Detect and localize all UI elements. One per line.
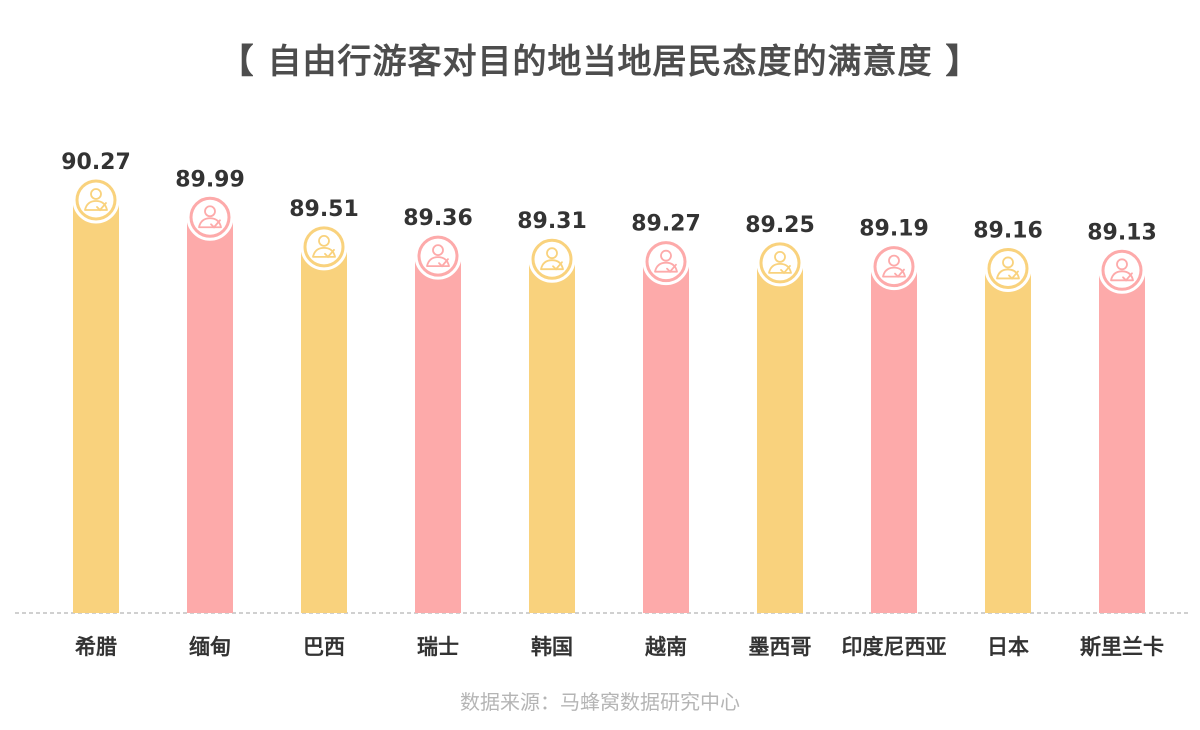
category-label: 越南 [644,635,687,659]
person-check-icon [186,193,234,241]
person-check-icon [300,223,348,271]
person-check-icon [72,176,120,224]
person-check-icon [528,235,576,283]
person-check-icon [1098,246,1146,294]
bar [301,223,347,614]
category-label: 印度尼西亚 [842,635,947,659]
bar [871,243,917,613]
person-check-icon [642,238,690,286]
data-label: 89.19 [859,217,929,242]
data-label: 89.31 [517,209,587,234]
category-label: 巴西 [303,635,345,659]
data-label: 90.27 [61,150,131,175]
data-label: 89.27 [631,212,701,237]
bar [187,194,233,613]
bar [757,239,803,613]
category-label: 斯里兰卡 [1080,635,1164,659]
person-check-icon [984,244,1032,292]
person-check-icon [756,239,804,287]
data-label: 89.13 [1087,220,1157,245]
category-label: 瑞士 [417,635,459,659]
data-label: 89.51 [289,197,359,222]
chart-title: 【 自由行游客对目的地当地居民态度的满意度 】 [219,42,981,82]
bar [73,177,119,613]
person-check-icon [870,243,918,291]
bar [985,245,1031,613]
category-label: 日本 [987,635,1029,659]
person-check-icon [414,232,462,280]
bar [643,238,689,614]
bar [529,236,575,613]
source-note: 数据来源：马蜂窝数据研究中心 [460,690,740,714]
category-label: 希腊 [75,635,117,659]
data-label: 89.16 [973,218,1043,243]
bar [415,233,461,614]
data-label: 89.36 [403,206,473,231]
bar [1099,247,1145,613]
data-label: 89.99 [175,167,245,192]
data-label: 89.25 [745,213,815,238]
category-label: 缅甸 [189,635,231,659]
category-label: 韩国 [531,635,573,659]
category-label: 墨西哥 [749,635,812,659]
